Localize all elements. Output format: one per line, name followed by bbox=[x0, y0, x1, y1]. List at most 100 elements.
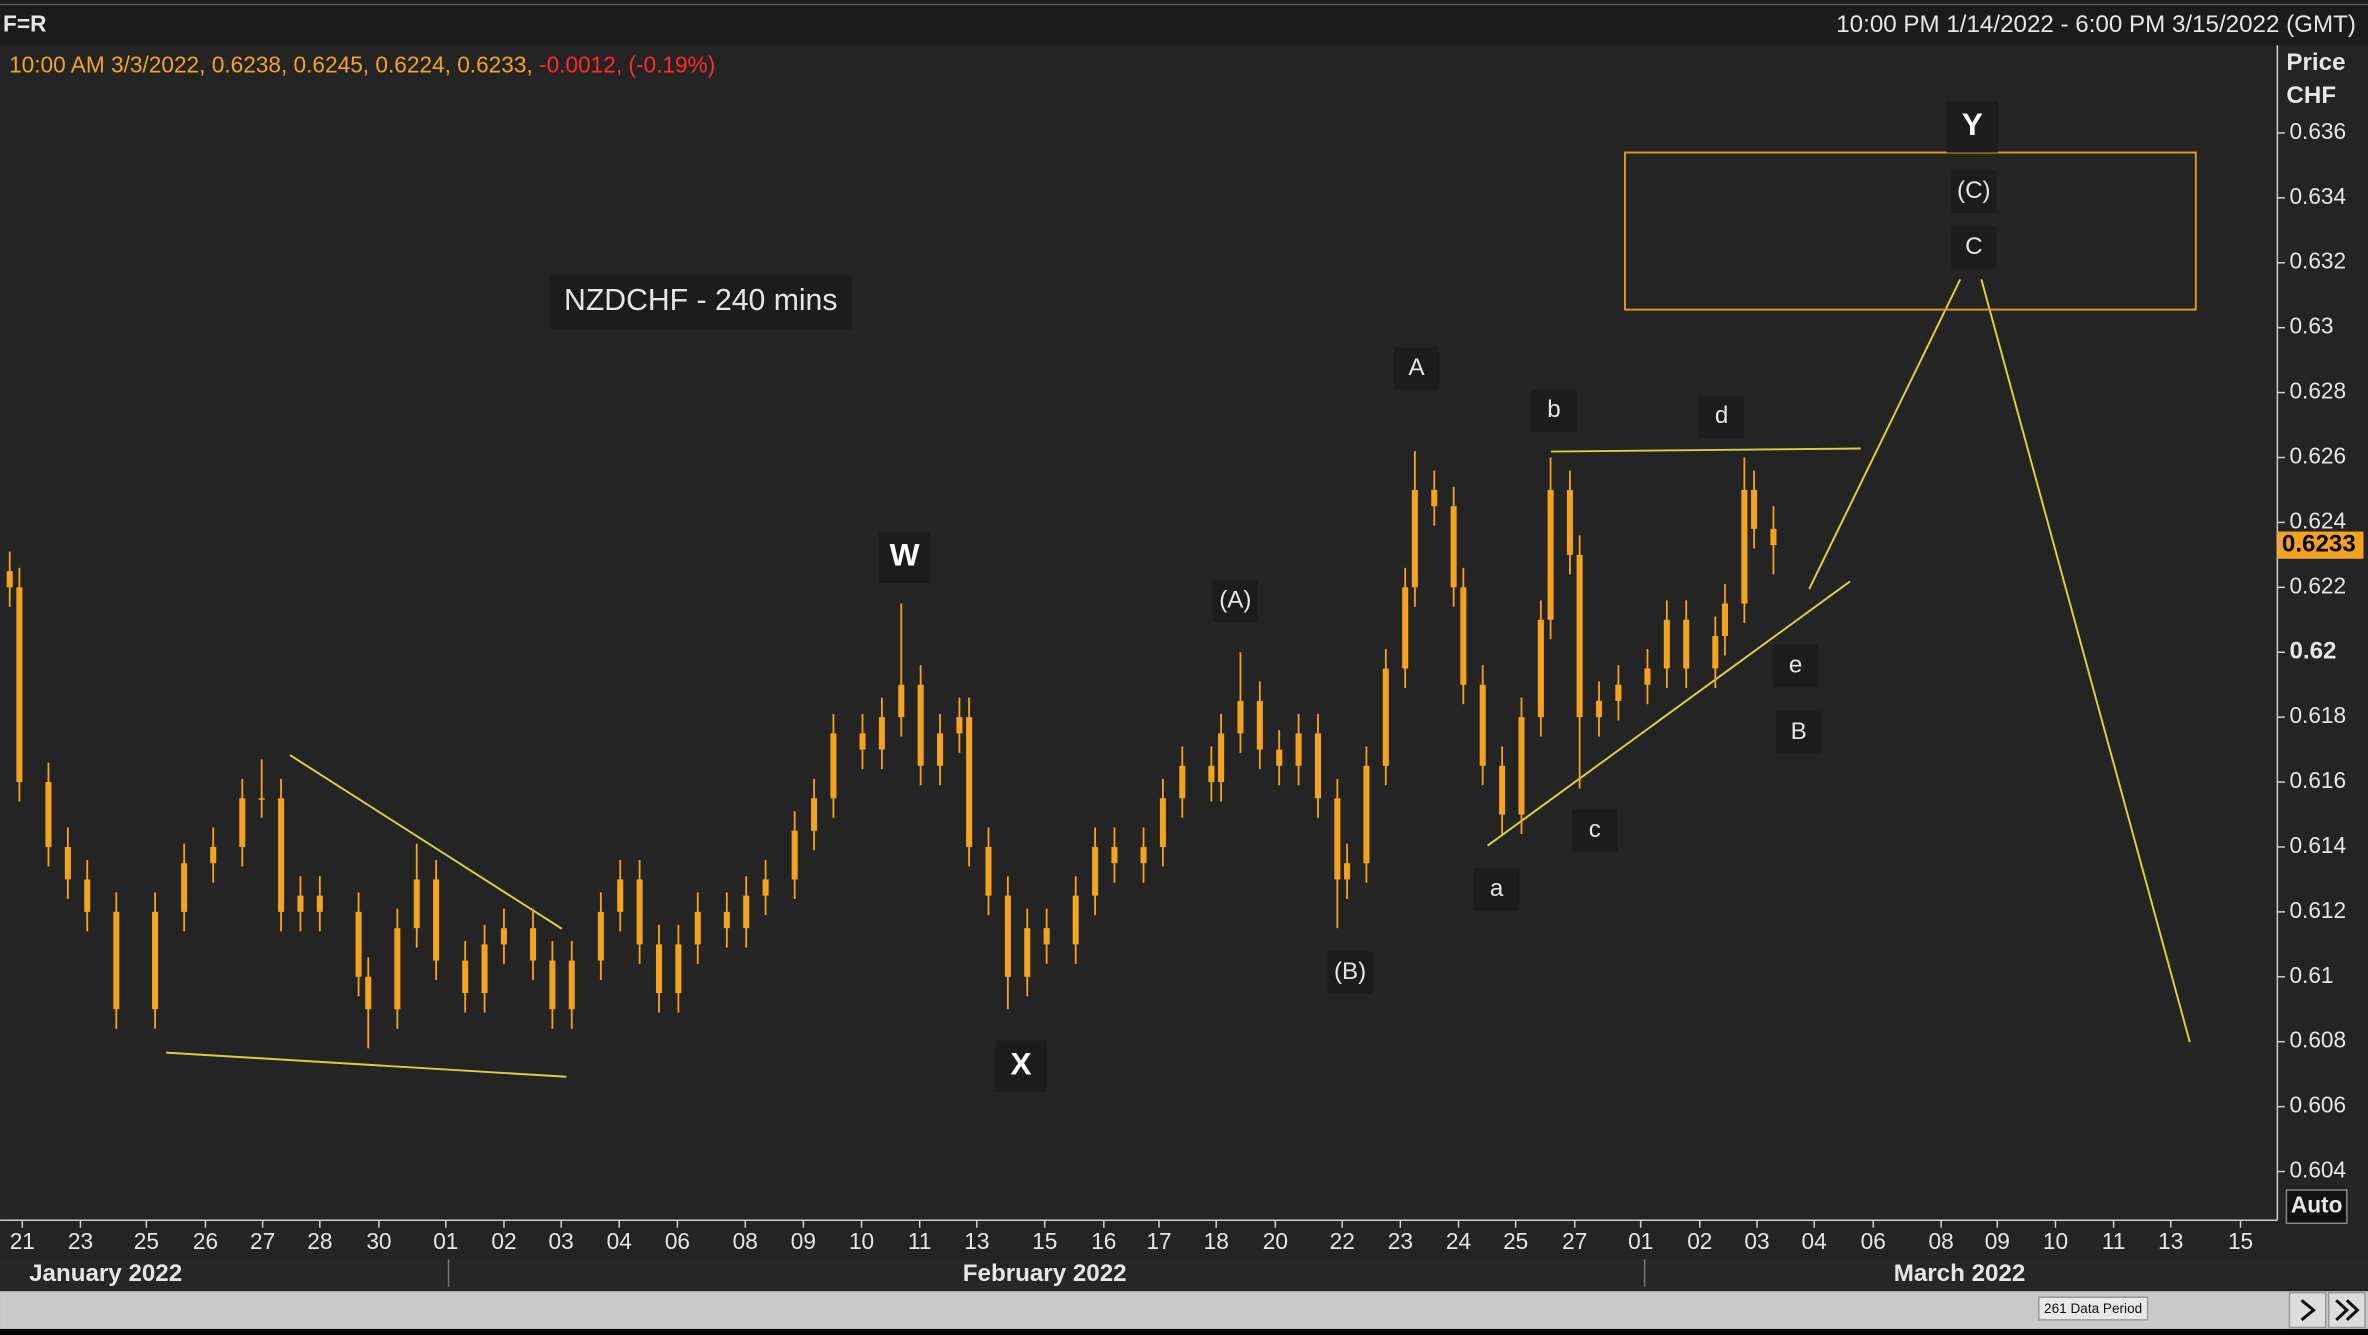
auto-button[interactable] bbox=[2285, 1189, 2348, 1225]
candle-body bbox=[956, 717, 963, 734]
candle-body bbox=[1411, 489, 1418, 588]
x-tick-label: 01 bbox=[1628, 1228, 1653, 1254]
title-box bbox=[549, 274, 852, 330]
month-label: February 2022 bbox=[963, 1260, 1127, 1287]
candle-body bbox=[1741, 489, 1748, 604]
candle-body bbox=[694, 911, 701, 945]
x-tick-label: 13 bbox=[2158, 1228, 2183, 1254]
candle-body bbox=[966, 717, 973, 847]
x-tick-label: 06 bbox=[665, 1228, 690, 1254]
candle-body bbox=[1547, 489, 1554, 620]
x-tick-label: 21 bbox=[10, 1228, 35, 1254]
wave-label-box bbox=[1772, 644, 1819, 688]
bottom-border bbox=[0, 1328, 2368, 1335]
candle-body bbox=[1092, 846, 1099, 896]
trend-line bbox=[1486, 580, 1851, 847]
scrollbar[interactable] bbox=[0, 1291, 2368, 1329]
axis-unit: CHF bbox=[2286, 82, 2336, 109]
candle-body bbox=[655, 944, 663, 994]
month-label: January 2022 bbox=[29, 1260, 182, 1287]
y-tick-label: 0.608 bbox=[2289, 1027, 2346, 1053]
x-tick-label: 25 bbox=[134, 1228, 159, 1254]
candle-body bbox=[917, 684, 924, 766]
x-tick-label: 04 bbox=[607, 1228, 632, 1254]
scroll-right[interactable] bbox=[2288, 1291, 2327, 1329]
wave-label-box bbox=[995, 1040, 1047, 1092]
candle-body bbox=[1218, 733, 1225, 783]
chart-title: NZDCHF - 240 mins bbox=[564, 284, 837, 317]
candle-body bbox=[365, 976, 372, 1010]
candle-body bbox=[985, 846, 992, 896]
candle-body bbox=[1721, 603, 1729, 637]
wave-label-box bbox=[1946, 101, 1998, 153]
x-tick-label: 10 bbox=[849, 1228, 874, 1254]
y-tick-label: 0.616 bbox=[2289, 767, 2346, 793]
axes: 0.604 0.606 0.608 0.61 0.612 0.614 0.616 0.618 0… bbox=[10, 118, 2364, 1287]
candle-body bbox=[1140, 846, 1147, 864]
candle-body bbox=[6, 571, 13, 588]
x-tick-label: 23 bbox=[1388, 1228, 1413, 1254]
candle-body bbox=[1683, 619, 1690, 669]
wave-label-box bbox=[1572, 809, 1618, 852]
candle-body bbox=[1595, 700, 1603, 718]
date-range: 10:00 PM 1/14/2022 - 6:00 PM 3/15/2022 (… bbox=[1836, 11, 2356, 38]
y-tick-label: 0.618 bbox=[2289, 702, 2346, 728]
scroll-thumb[interactable] bbox=[2038, 1296, 2149, 1321]
candle-body bbox=[762, 879, 769, 896]
candle-body bbox=[355, 911, 362, 977]
candle-body bbox=[830, 733, 837, 799]
trend-line bbox=[1550, 447, 1861, 453]
wave-label-box bbox=[1393, 347, 1440, 390]
candle-body bbox=[878, 717, 885, 750]
candle-body bbox=[239, 798, 246, 847]
wave-label: W bbox=[890, 537, 920, 573]
wave-label: (A) bbox=[1219, 586, 1251, 613]
x-tick-label: 28 bbox=[307, 1228, 332, 1254]
x-tick-label: 22 bbox=[1330, 1228, 1355, 1254]
candle-body bbox=[433, 879, 440, 961]
candle-body bbox=[181, 863, 188, 912]
candle-body bbox=[1363, 765, 1370, 864]
candle-body bbox=[1431, 489, 1438, 507]
candle-body bbox=[316, 895, 323, 912]
candle-body bbox=[278, 798, 285, 912]
y-tick-label: 0.636 bbox=[2289, 118, 2346, 144]
candle-body bbox=[1256, 700, 1263, 750]
candle-body bbox=[617, 879, 624, 912]
candle-body bbox=[1208, 765, 1215, 783]
candle-body bbox=[1314, 733, 1321, 799]
x-tick-label: 08 bbox=[733, 1228, 758, 1254]
candle-body bbox=[1402, 587, 1409, 669]
y-tick-label: 0.628 bbox=[2289, 378, 2346, 404]
candle-body bbox=[1460, 587, 1467, 685]
y-tick-label: 0.622 bbox=[2289, 572, 2346, 598]
candle-body bbox=[113, 911, 120, 1010]
candle-body bbox=[1159, 798, 1166, 847]
wave-label-box bbox=[1698, 395, 1745, 438]
x-tick-label: 10 bbox=[2043, 1228, 2068, 1254]
y-tick-label: 0.614 bbox=[2289, 832, 2346, 858]
y-tick-label: 0.612 bbox=[2289, 897, 2346, 923]
x-tick-label: 20 bbox=[1263, 1228, 1288, 1254]
projection-line bbox=[1980, 279, 2191, 1043]
target-box bbox=[1623, 151, 2197, 311]
data-period: 261 Data Period bbox=[2044, 1301, 2142, 1316]
y-tick-label: 0.61 bbox=[2289, 962, 2333, 988]
wave-label-box bbox=[1951, 226, 1997, 269]
arrow-icon bbox=[2335, 1299, 2360, 1322]
candle-body bbox=[675, 944, 682, 994]
wave-label: C bbox=[1965, 233, 1982, 260]
x-tick-label: 30 bbox=[366, 1228, 391, 1254]
wave-label-box bbox=[1775, 711, 1822, 754]
wave-label: e bbox=[1789, 651, 1802, 678]
candle-body bbox=[723, 911, 730, 929]
auto-label[interactable]: Auto bbox=[2291, 1192, 2343, 1218]
x-tick-label: 06 bbox=[1861, 1228, 1886, 1254]
candle-body bbox=[549, 960, 556, 1010]
wave-label: b bbox=[1547, 396, 1560, 423]
x-tick-label: 02 bbox=[1687, 1228, 1712, 1254]
candle-body bbox=[16, 587, 23, 783]
axis-label: Price bbox=[2286, 49, 2345, 76]
